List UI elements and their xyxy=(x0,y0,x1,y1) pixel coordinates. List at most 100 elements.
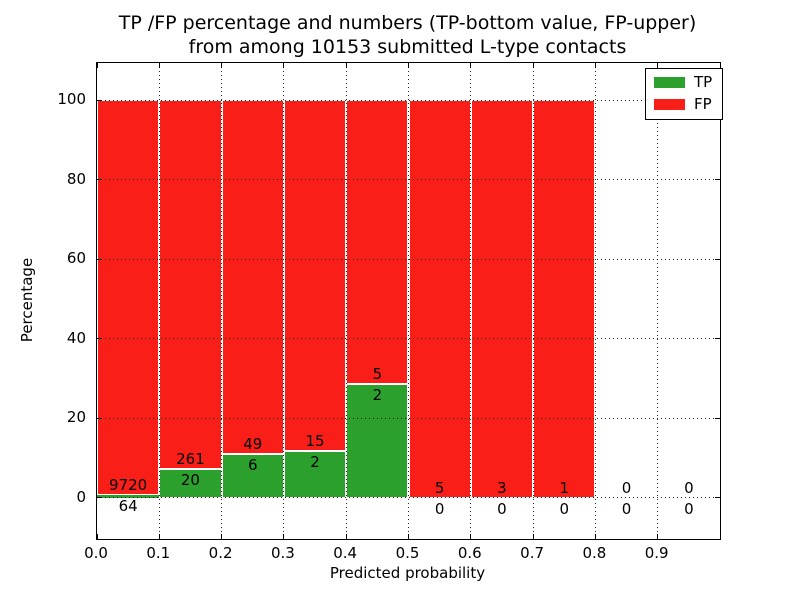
x-tick-mark xyxy=(97,534,98,539)
legend-label-fp: FP xyxy=(694,95,712,113)
chart-title-line1: TP /FP percentage and numbers (TP-bottom… xyxy=(118,12,697,34)
y-tick-mark xyxy=(97,99,102,101)
legend-item-tp: TP xyxy=(654,75,712,90)
tp-count-label: 20 xyxy=(180,471,200,490)
y-tick-mark xyxy=(97,179,102,181)
x-tick-mark xyxy=(532,534,534,539)
y-tick-label: 40 xyxy=(66,328,86,347)
x-tick-mark xyxy=(470,63,472,68)
x-tick-mark xyxy=(221,63,223,68)
x-tick-mark xyxy=(158,63,160,68)
v-gridline xyxy=(283,63,285,539)
tp-count-label: 64 xyxy=(118,497,138,516)
tp-count-label: 6 xyxy=(247,456,258,475)
y-tick-label: 20 xyxy=(66,408,86,427)
fp-count-label: 9720 xyxy=(109,476,148,495)
x-tick-mark xyxy=(594,534,596,539)
y-tick-label: 0 xyxy=(76,487,86,506)
v-gridline xyxy=(345,63,347,539)
bar-tp-segment xyxy=(97,495,160,498)
y-tick-mark xyxy=(97,258,102,260)
x-tick-mark xyxy=(283,63,285,68)
x-tick-mark xyxy=(97,63,98,68)
x-tick-label: 0.8 xyxy=(582,544,607,562)
fp-count-label: 15 xyxy=(305,431,325,450)
v-gridline xyxy=(408,63,409,539)
x-tick-mark xyxy=(221,534,223,539)
x-tick-label: 0.4 xyxy=(333,544,358,562)
y-tick-mark xyxy=(97,497,102,499)
bar-tp-segment xyxy=(346,384,409,498)
x-tick-mark xyxy=(408,63,409,68)
bar-fp-segment xyxy=(221,100,284,455)
y-tick-label: 80 xyxy=(66,169,86,188)
v-gridline xyxy=(470,63,472,539)
tp-count-label: 0 xyxy=(621,499,632,518)
bars-layer xyxy=(97,63,720,539)
y-tick-mark xyxy=(715,338,720,340)
v-gridline xyxy=(657,63,659,539)
fp-count-label: 0 xyxy=(621,478,632,497)
fp-count-label: 49 xyxy=(243,435,263,454)
x-tick-mark xyxy=(345,534,347,539)
v-gridline xyxy=(594,63,596,539)
fp-count-label: 5 xyxy=(434,478,445,497)
y-tick-mark xyxy=(97,417,102,419)
y-tick-mark xyxy=(715,417,720,419)
tp-count-label: 0 xyxy=(684,499,694,518)
tp-count-label: 0 xyxy=(434,499,445,518)
x-tick-mark xyxy=(594,63,596,68)
x-axis-label: Predicted probability xyxy=(329,564,486,582)
x-tick-mark xyxy=(657,63,659,68)
chart-title-line2: from among 10153 submitted L-type contac… xyxy=(188,36,627,58)
legend: TP FP xyxy=(645,68,724,120)
grid-layer xyxy=(97,63,720,539)
x-tick-label: 0.9 xyxy=(644,544,669,562)
x-tick-mark xyxy=(470,534,472,539)
x-tick-label: 0.0 xyxy=(84,544,108,562)
fp-count-label: 1 xyxy=(559,478,570,497)
tp-count-label: 2 xyxy=(310,452,320,471)
bar-tp-segment xyxy=(283,450,347,498)
legend-label-tp: TP xyxy=(694,73,713,91)
fp-count-label: 261 xyxy=(176,450,205,469)
bar-fp-segment xyxy=(408,100,471,498)
bar-fp-segment xyxy=(346,100,409,385)
v-gridline xyxy=(158,63,160,539)
y-tick-mark xyxy=(97,338,102,340)
annotations-layer: 9720 64 261 20 49 6 15 2 5 2 5 0 3 0 1 0 0 0 0 0 xyxy=(97,63,720,539)
x-tick-mark xyxy=(408,534,409,539)
v-gridline xyxy=(532,63,534,539)
tp-count-label: 2 xyxy=(372,386,383,405)
chart-title: TP /FP percentage and numbers (TP-bottom… xyxy=(96,11,719,59)
x-tick-mark xyxy=(657,534,659,539)
fp-count-label: 5 xyxy=(372,365,383,384)
plot-area: 9720 64 261 20 49 6 15 2 5 2 5 0 3 0 1 0 0 0 0 0 TP FP xyxy=(96,62,724,540)
bar-fp-segment xyxy=(159,100,222,470)
bar-fp-segment xyxy=(470,100,534,498)
bar-tp-segment xyxy=(221,454,284,498)
bar-fp-segment xyxy=(97,100,160,496)
legend-swatch-tp-icon xyxy=(654,77,685,88)
bar-fp-segment xyxy=(283,100,347,451)
x-tick-label: 0.2 xyxy=(208,544,233,562)
x-tick-mark xyxy=(532,63,534,68)
fp-count-label: 0 xyxy=(684,478,694,497)
y-tick-label: 100 xyxy=(57,90,86,109)
fp-count-label: 3 xyxy=(497,478,507,497)
y-tick-label: 60 xyxy=(66,249,86,268)
bar-fp-segment xyxy=(533,100,596,498)
x-tick-mark xyxy=(283,534,285,539)
x-tick-label: 0.3 xyxy=(270,544,295,562)
y-tick-mark xyxy=(715,179,720,181)
x-tick-label: 0.7 xyxy=(520,544,545,562)
y-tick-mark xyxy=(715,497,720,499)
v-gridline xyxy=(221,63,223,539)
x-tick-mark xyxy=(345,63,347,68)
tp-count-label: 0 xyxy=(559,499,570,518)
x-tick-label: 0.5 xyxy=(395,544,420,562)
x-tick-label: 0.1 xyxy=(146,544,171,562)
x-tick-label: 0.6 xyxy=(457,544,482,562)
y-tick-mark xyxy=(715,258,720,260)
